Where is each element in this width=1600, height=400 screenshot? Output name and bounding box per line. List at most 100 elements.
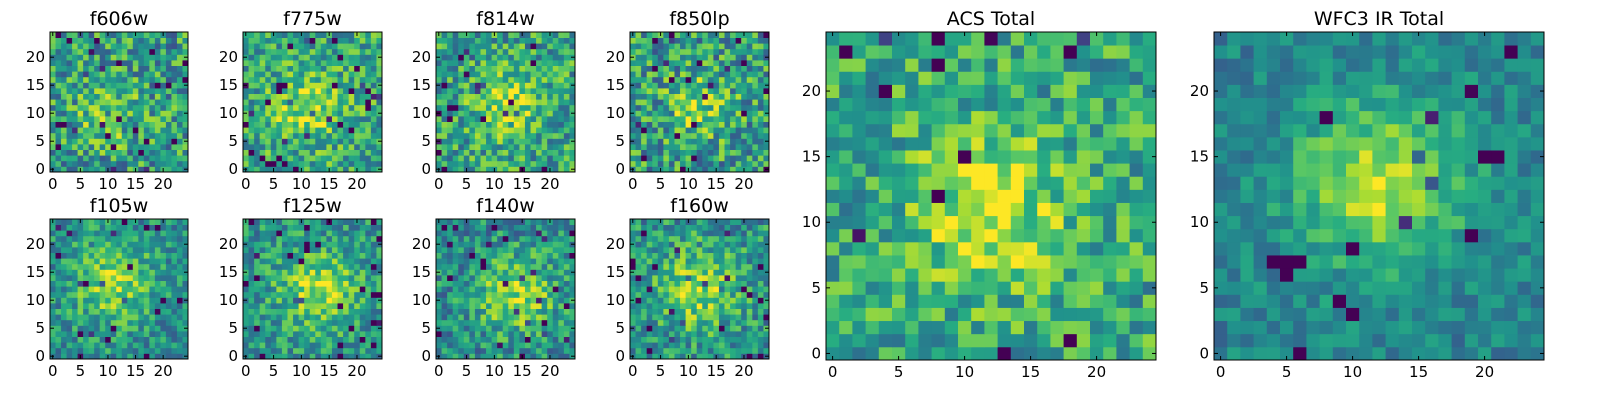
- heatmap-cell: [359, 325, 366, 332]
- heatmap-cell: [66, 235, 73, 242]
- heatmap-cell: [88, 160, 95, 167]
- heatmap-cell: [718, 331, 725, 337]
- heatmap-cell: [94, 166, 101, 173]
- heatmap-cell: [519, 54, 526, 61]
- heatmap-cell: [77, 252, 84, 259]
- heatmap-cell: [287, 303, 294, 309]
- heatmap-cell: [94, 275, 101, 281]
- x-tick-label: 5: [76, 362, 86, 380]
- heatmap-cell: [94, 37, 101, 44]
- heatmap-cell: [83, 48, 90, 55]
- y-tick-label: 5: [228, 319, 238, 337]
- heatmap-cell: [752, 37, 759, 44]
- heatmap-cell: [741, 308, 748, 315]
- heatmap-cell: [569, 224, 576, 231]
- heatmap-cell: [88, 252, 95, 259]
- heatmap-cell: [99, 37, 106, 44]
- heatmap-cell: [513, 342, 520, 349]
- heatmap-cell: [171, 308, 178, 315]
- heatmap-cell: [293, 71, 299, 78]
- heatmap-cell: [138, 60, 145, 66]
- heatmap-cell: [61, 155, 67, 162]
- heatmap-cell: [541, 263, 548, 270]
- heatmap-cell: [447, 127, 454, 134]
- heatmap-cell: [486, 235, 492, 242]
- heatmap-cell: [149, 241, 156, 248]
- heatmap-cell: [668, 286, 675, 293]
- heatmap-cell: [337, 280, 344, 287]
- heatmap-cell: [72, 116, 78, 122]
- heatmap-cell: [326, 149, 333, 156]
- heatmap-cell: [513, 336, 520, 343]
- heatmap-cell: [281, 331, 288, 337]
- heatmap-cell: [680, 325, 686, 332]
- heatmap-cell: [474, 32, 481, 38]
- heatmap-cell: [55, 247, 62, 253]
- heatmap-cell: [646, 93, 653, 100]
- heatmap-cell: [72, 336, 78, 343]
- heatmap-cell: [72, 88, 78, 94]
- heatmap-cell: [691, 331, 698, 337]
- heatmap-cell: [452, 314, 459, 321]
- heatmap-cell: [735, 116, 742, 122]
- heatmap-cell: [452, 319, 459, 326]
- heatmap-cell: [121, 224, 128, 231]
- heatmap-cell: [763, 60, 770, 66]
- heatmap-cell: [452, 132, 459, 139]
- heatmap-cell: [50, 319, 56, 326]
- heatmap-cell: [674, 144, 681, 150]
- heatmap-cell: [508, 224, 515, 231]
- heatmap-cell: [116, 314, 123, 321]
- heatmap-cell: [752, 308, 759, 315]
- heatmap-cell: [713, 155, 720, 162]
- heatmap-cell: [558, 325, 565, 332]
- heatmap-cell: [370, 291, 377, 298]
- heatmap-cell: [83, 263, 90, 270]
- heatmap-cell: [304, 99, 311, 106]
- heatmap-cell: [72, 166, 78, 173]
- heatmap-cell: [447, 235, 454, 242]
- heatmap-cell: [99, 219, 106, 225]
- heatmap-cell: [110, 224, 117, 231]
- heatmap-cell: [116, 127, 123, 134]
- heatmap-cell: [309, 342, 316, 349]
- heatmap-cell: [757, 303, 764, 309]
- heatmap-cell: [66, 230, 73, 237]
- heatmap-cell: [348, 263, 355, 270]
- heatmap-cell: [502, 219, 509, 225]
- heatmap-cell: [497, 71, 504, 78]
- heatmap-cell: [491, 286, 498, 293]
- heatmap-cell: [66, 149, 73, 156]
- heatmap-cell: [365, 104, 372, 111]
- heatmap-cell: [116, 325, 123, 332]
- heatmap-cell: [508, 132, 515, 139]
- heatmap-cell: [458, 342, 465, 349]
- heatmap-cell: [491, 76, 498, 83]
- heatmap-cell: [320, 155, 327, 162]
- heatmap-cell: [176, 54, 183, 61]
- heatmap-cell: [702, 76, 709, 83]
- heatmap-cell: [735, 71, 742, 78]
- heatmap-cell: [110, 291, 117, 298]
- heatmap-cell: [315, 127, 322, 134]
- heatmap-cell: [259, 331, 266, 337]
- heatmap-cell: [298, 65, 305, 72]
- heatmap-cell: [116, 319, 123, 326]
- heatmap-cell: [563, 110, 570, 117]
- heatmap-cell: [99, 224, 106, 231]
- heatmap-cell: [160, 297, 167, 304]
- heatmap-cell: [458, 99, 465, 106]
- heatmap-cell: [730, 303, 737, 309]
- heatmap-cell: [94, 308, 101, 315]
- heatmap-cell: [105, 121, 112, 128]
- heatmap-cell: [337, 241, 344, 248]
- heatmap-cell: [110, 247, 117, 253]
- heatmap-cell: [691, 347, 698, 354]
- heatmap-cell: [276, 336, 283, 343]
- heatmap-cell: [132, 37, 139, 44]
- heatmap-cell: [304, 127, 311, 134]
- heatmap-cell: [293, 121, 299, 128]
- heatmap-cell: [94, 336, 101, 343]
- heatmap-cell: [702, 347, 709, 354]
- heatmap-cell: [121, 241, 128, 248]
